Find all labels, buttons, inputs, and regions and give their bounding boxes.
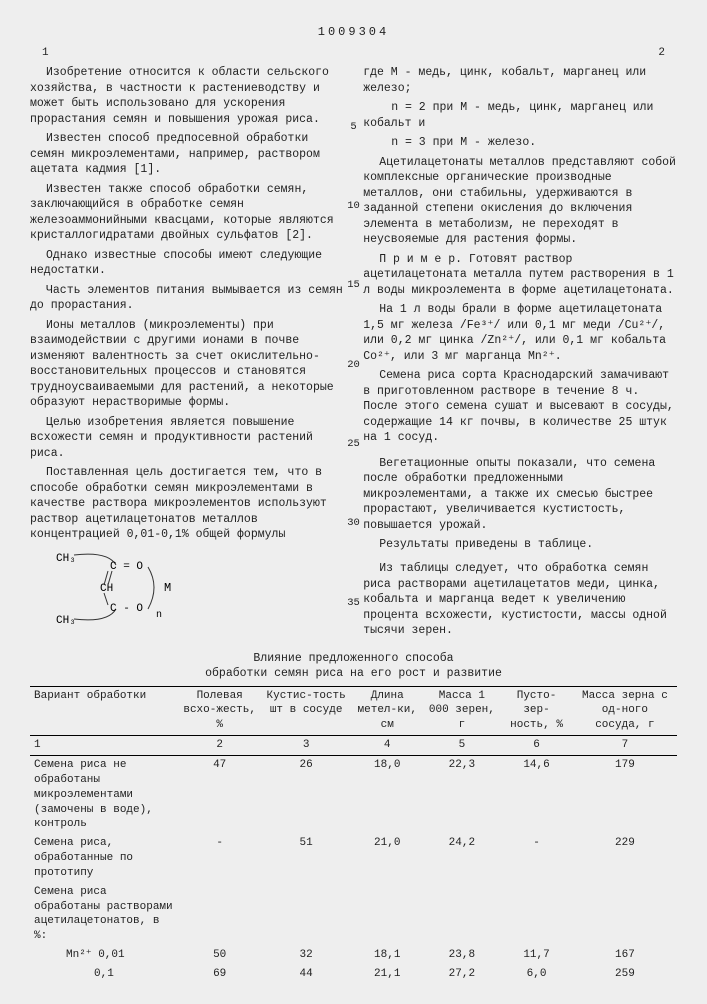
para: Известен способ предпосевной обработки с… bbox=[30, 131, 344, 178]
th: Масса зерна с од-ного сосуда, г bbox=[573, 686, 677, 736]
para: Из таблицы следует, что обработка семян … bbox=[363, 561, 677, 639]
table-row: Семена риса, обработанные по прототипу -… bbox=[30, 834, 677, 883]
th: Кустис-тость шт в сосуде bbox=[261, 686, 351, 736]
para: Часть элементов питания вымывается из се… bbox=[30, 283, 344, 314]
svg-text:C = O: C = O bbox=[110, 561, 143, 573]
para: Поставленная цель достигается тем, что в… bbox=[30, 465, 344, 543]
th: Пусто-зер-ность, % bbox=[500, 686, 573, 736]
svg-text:M: M bbox=[164, 581, 171, 595]
col-left-num: 1 bbox=[42, 46, 49, 61]
para: Ацетилацетонаты металлов представляют со… bbox=[363, 155, 677, 248]
column-numbers: 1 2 bbox=[30, 46, 677, 65]
right-column: где М - медь, цинк, кобальт, марганец ил… bbox=[363, 65, 677, 643]
line-marker: 20 bbox=[344, 358, 363, 372]
svg-text:CH₃: CH₃ bbox=[56, 553, 76, 565]
th: Длина метел-ки, см bbox=[351, 686, 424, 736]
th: Вариант обработки bbox=[30, 686, 178, 736]
line-marker: 30 bbox=[344, 516, 363, 530]
svg-text:CH: CH bbox=[100, 583, 113, 595]
para: Изобретение относится к области сельског… bbox=[30, 65, 344, 127]
table-row: Семена риса не обработаны микроэлементам… bbox=[30, 755, 677, 834]
svg-text:CH₃: CH₃ bbox=[56, 615, 76, 627]
para: Ионы металлов (микроэлементы) при взаимо… bbox=[30, 318, 344, 411]
para: П р и м е р. Готовят раствор ацетилацето… bbox=[363, 252, 677, 299]
para: n = 2 при М - медь, цинк, марганец или к… bbox=[363, 100, 677, 131]
th: Масса 1 000 зерен, г bbox=[424, 686, 501, 736]
line-marker: 35 bbox=[344, 596, 363, 610]
col-right-num: 2 bbox=[658, 46, 665, 61]
th: Полевая всхо-жесть, % bbox=[178, 686, 261, 736]
para: Результаты приведены в таблице. bbox=[363, 537, 677, 553]
line-marker: 10 bbox=[344, 199, 363, 213]
line-marker: 15 bbox=[344, 278, 363, 292]
page-number: 1009304 bbox=[30, 24, 677, 40]
left-column: Изобретение относится к области сельског… bbox=[30, 65, 344, 643]
para: где М - медь, цинк, кобальт, марганец ил… bbox=[363, 65, 677, 96]
svg-text:C - O: C - O bbox=[110, 603, 143, 615]
svg-text:n: n bbox=[156, 610, 162, 621]
para: На 1 л воды брали в форме ацетилацетонат… bbox=[363, 302, 677, 364]
line-marker: 5 bbox=[344, 120, 363, 134]
para: Семена риса сорта Краснодарский замачива… bbox=[363, 368, 677, 446]
table-row: 0,1 694421,127,26,0259 bbox=[30, 965, 677, 984]
para: n = 3 при М - железо. bbox=[363, 135, 677, 151]
table-colnum-row: 1 2 3 4 5 6 7 bbox=[30, 736, 677, 756]
table-row: Семена риса обработаны растворами ацетил… bbox=[30, 883, 677, 946]
para: Однако известные способы имеют следующие… bbox=[30, 248, 344, 279]
table-title: Влияние предложенного способа обработки … bbox=[30, 651, 677, 682]
results-table: Вариант обработки Полевая всхо-жесть, % … bbox=[30, 686, 677, 984]
para: Целью изобретения является повышение всх… bbox=[30, 415, 344, 462]
line-number-gutter: 5 10 15 20 25 30 35 bbox=[344, 65, 363, 643]
para: Известен также способ обработки семян, з… bbox=[30, 182, 344, 244]
line-marker: 25 bbox=[344, 437, 363, 451]
table-row: Mn²⁺ 0,01 503218,123,811,7167 bbox=[30, 946, 677, 965]
chemical-formula: CH₃ CH₃ C = O CH C - O M n bbox=[56, 547, 344, 633]
para: Вегетационные опыты показали, что семена… bbox=[363, 456, 677, 534]
